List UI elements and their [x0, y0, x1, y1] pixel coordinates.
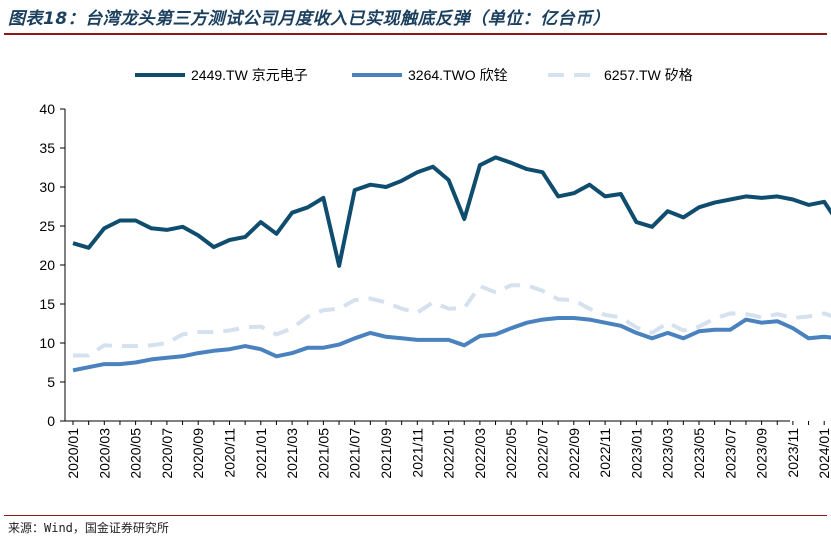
- plot-lines: [72, 155, 831, 373]
- chart-title: 图表18：台湾龙头第三方测试公司月度收入已实现触底反弹（单位：亿台币）: [8, 9, 611, 29]
- axes: 0 5 10 15 20 25 30 35 40 2020/01 2020/03 2020/05 202…: [39, 101, 831, 479]
- y-tick-label: 20: [39, 257, 55, 273]
- series-line: [72, 316, 831, 373]
- x-tick-label: 2020/07: [159, 428, 175, 479]
- x-tick-label: 2021/07: [347, 428, 363, 479]
- y-tick-label: 0: [47, 413, 55, 429]
- x-tick-label: 2021/03: [284, 428, 300, 479]
- x-tick-label: 2023/09: [754, 428, 770, 479]
- x-tick-label: 2021/05: [315, 428, 331, 479]
- x-tick-label: 2023/05: [691, 428, 707, 479]
- x-tick-label: 2024/01: [816, 428, 831, 479]
- y-tick-label: 25: [39, 218, 55, 234]
- x-tick-label: 2022/03: [472, 428, 488, 479]
- x-tick-label: 2021/01: [253, 428, 269, 479]
- x-tick-label: 2023/03: [660, 428, 676, 479]
- x-tick-label: 2021/09: [378, 428, 394, 479]
- x-tick-label: 2023/07: [722, 428, 738, 479]
- x-tick-label: 2020/01: [65, 428, 81, 479]
- x-tick-label: 2022/11: [597, 428, 613, 478]
- x-tick-label: 2022/07: [535, 428, 551, 479]
- x-tick-label: 2020/09: [190, 428, 206, 479]
- x-tick-label: 2020/11: [222, 428, 238, 478]
- y-tick-label: 35: [39, 140, 55, 156]
- x-tick-label: 2022/05: [503, 428, 519, 479]
- y-tick-label: 5: [47, 374, 55, 390]
- legend-label: 3264.TWO 欣铨: [408, 67, 508, 83]
- x-tick-label: 2022/01: [441, 428, 457, 479]
- x-tick-label: 2023/01: [628, 428, 644, 479]
- legend-label: 6257.TW 矽格: [604, 67, 693, 83]
- x-tick-label: 2023/11: [785, 428, 801, 478]
- y-tick-label: 40: [39, 101, 55, 117]
- x-tick-label: 2022/09: [566, 428, 582, 479]
- x-tick-label: 2020/05: [128, 428, 144, 479]
- y-tick-label: 30: [39, 179, 55, 195]
- footer-divider: [4, 515, 827, 516]
- series-line: [73, 283, 831, 358]
- x-tick-label: 2020/03: [96, 428, 112, 479]
- y-tick-label: 10: [39, 335, 55, 351]
- source-note: 来源：Wind，国金证券研究所: [8, 521, 169, 535]
- legend: 2449.TW 京元电子 3264.TWO 欣铨 6257.TW 矽格: [135, 67, 693, 83]
- x-tick-label: 2021/11: [409, 428, 425, 478]
- title-divider: [4, 33, 827, 35]
- legend-label: 2449.TW 京元电子: [191, 67, 308, 83]
- y-tick-label: 15: [39, 296, 55, 312]
- series-line: [72, 155, 831, 268]
